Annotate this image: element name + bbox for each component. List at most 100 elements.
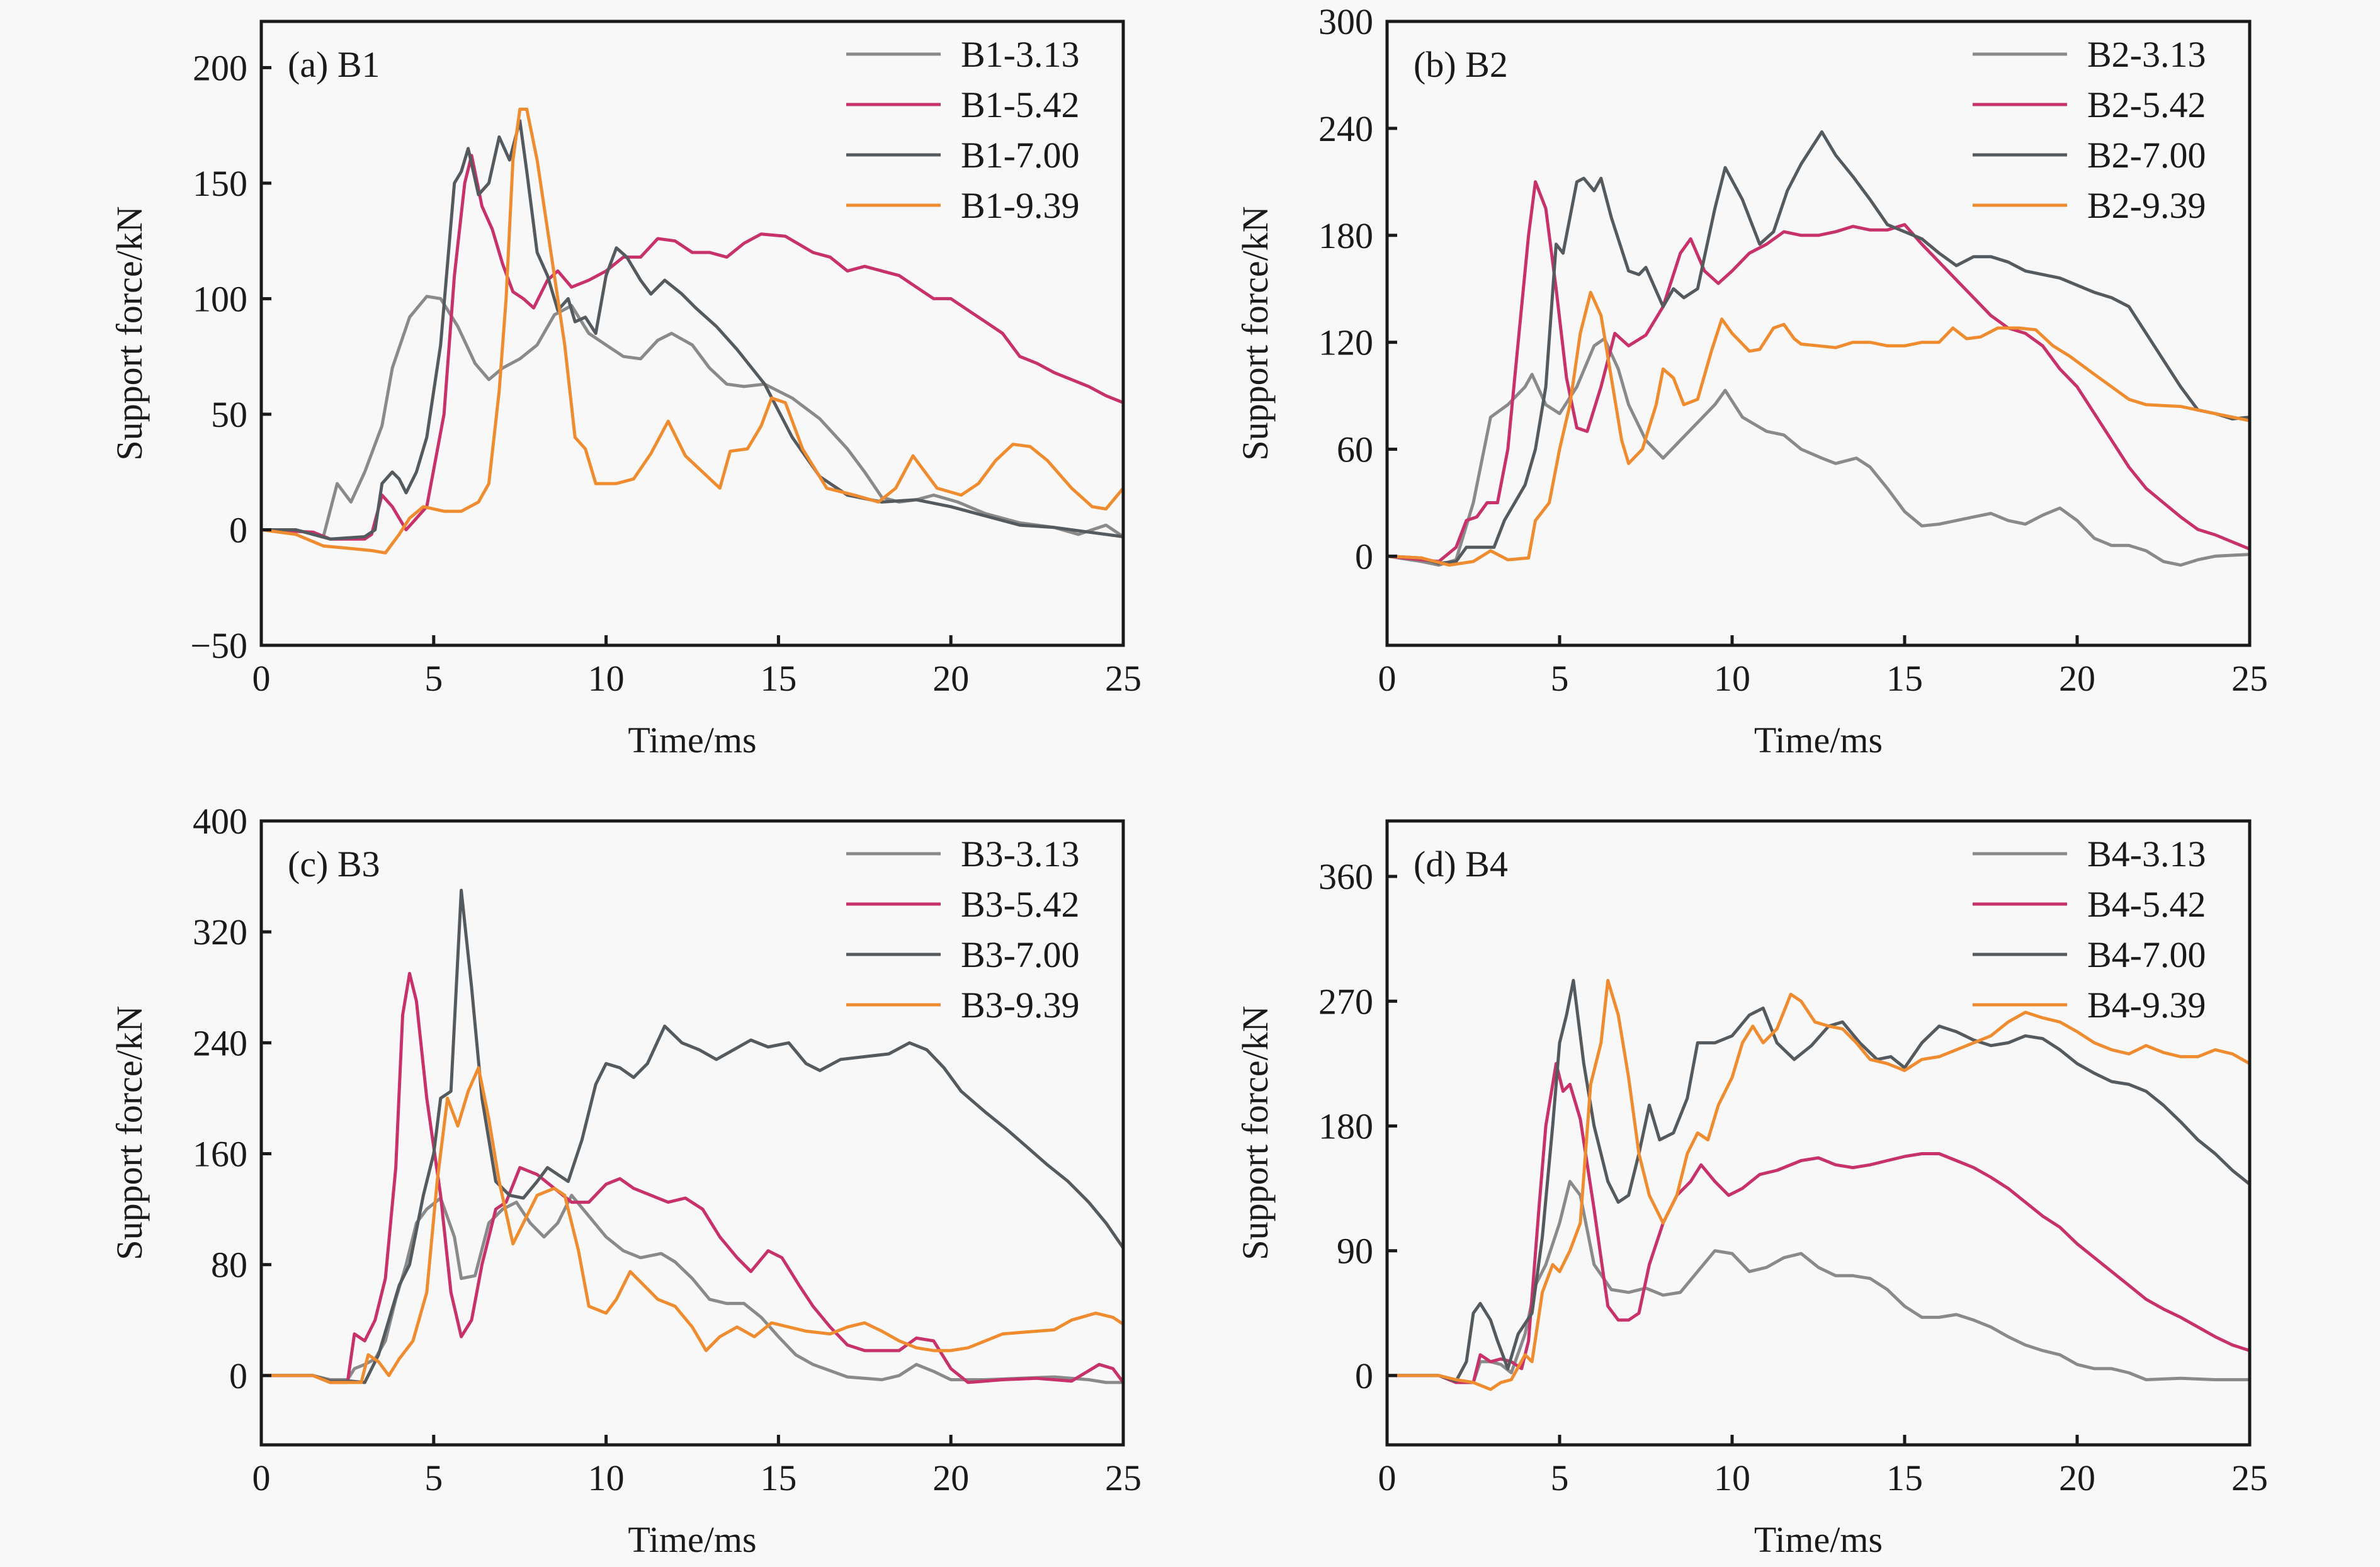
y-tick-label: 0	[1355, 1355, 1373, 1396]
x-axis-title: Time/ms	[628, 1519, 756, 1560]
x-tick-label: 0	[252, 1457, 271, 1498]
y-tick-label: 0	[229, 509, 247, 550]
legend-label: B1-9.39	[961, 185, 1080, 226]
panel-b-b2: 0 5 10 15 20 25 0 60 120 180 240 300 Time/ms Support …	[1235, 1, 2268, 761]
legend-item: B2-3.13	[1973, 34, 2206, 75]
x-tick-label: 15	[1886, 1457, 1923, 1498]
x-tick-label: 5	[1551, 658, 1569, 699]
legend-item: B4-9.39	[1973, 985, 2206, 1026]
legend-label: B3-5.42	[961, 884, 1080, 925]
x-tick-label: 20	[2059, 658, 2095, 699]
series-line-b4-3-13	[1387, 1180, 2250, 1384]
legend-label: B3-3.13	[961, 834, 1080, 874]
series-line-b4-5-42	[1387, 1061, 2250, 1384]
y-tick-label: 200	[193, 47, 247, 88]
legend-item: B1-9.39	[846, 185, 1080, 226]
x-tick-label: 25	[1105, 658, 1142, 699]
x-tick-label: 0	[1378, 1457, 1397, 1498]
legend: B4-3.13 B4-5.42 B4-7.00 B4-9.39	[1973, 834, 2206, 1026]
legend-item: B1-5.42	[846, 84, 1080, 125]
y-tick-label: 0	[229, 1355, 247, 1396]
legend-label: B2-3.13	[2087, 34, 2206, 75]
legend-label: B1-3.13	[961, 34, 1080, 75]
y-tick-label: 100	[193, 278, 247, 319]
series-line-b2-7-00	[1387, 130, 2250, 565]
y-tick-label: 400	[193, 801, 247, 842]
series-line-b3-9-39	[261, 1066, 1123, 1384]
legend-label: B4-5.42	[2087, 884, 2206, 925]
x-axis-title: Time/ms	[628, 720, 756, 761]
series-line-b2-5-42	[1387, 180, 2250, 563]
x-tick-label: 0	[1378, 658, 1397, 699]
y-axis-title: Support force/kN	[1235, 206, 1276, 460]
legend-label: B3-7.00	[961, 934, 1080, 975]
series-line-b1-5-42	[261, 154, 1123, 541]
y-tick-label: 300	[1318, 1, 1373, 42]
legend-item: B4-3.13	[1973, 834, 2206, 874]
legend-label: B3-9.39	[961, 985, 1080, 1026]
legend-label: B1-5.42	[961, 84, 1080, 125]
y-tick-label: 360	[1318, 856, 1373, 897]
plot-frame	[1385, 819, 2252, 1447]
x-axis-title: Time/ms	[1754, 720, 1883, 761]
series-group	[261, 108, 1123, 555]
legend-item: B3-3.13	[846, 834, 1080, 874]
legend-label: B2-7.00	[2087, 135, 2206, 176]
x-tick-label: 10	[1714, 1457, 1750, 1498]
y-tick-label: 240	[193, 1022, 247, 1063]
series-group	[1387, 130, 2250, 567]
plot-frame	[259, 819, 1125, 1447]
x-tick-label: 20	[932, 658, 969, 699]
x-tick-label: 25	[2231, 1457, 2268, 1498]
series-line-b4-9-39	[1387, 978, 2250, 1391]
panel-a-b1: 0 5 10 15 20 25−50050100150200Time/msSupport …	[109, 20, 1142, 761]
panel-label: (d) B4	[1414, 844, 1508, 885]
legend-item: B4-5.42	[1973, 884, 2206, 925]
y-axis-title: Support force/kN	[109, 1005, 150, 1260]
y-tick-label: 80	[211, 1245, 247, 1286]
y-tick-label: 320	[193, 912, 247, 953]
panel-label: (b) B2	[1414, 44, 1508, 85]
y-tick-label: −50	[190, 625, 247, 666]
series-line-b2-3-13	[1387, 337, 2250, 567]
legend-label: B4-3.13	[2087, 834, 2206, 874]
legend-item: B2-7.00	[1973, 135, 2206, 176]
y-tick-label: 180	[1318, 1106, 1373, 1146]
legend-label: B4-9.39	[2087, 985, 2206, 1026]
x-tick-label: 0	[252, 658, 271, 699]
panel-label: (c) B3	[288, 844, 380, 885]
y-tick-label: 160	[193, 1134, 247, 1175]
y-tick-label: 240	[1318, 108, 1373, 149]
series-line-b1-9-39	[261, 108, 1123, 555]
y-tick-label: 60	[1337, 429, 1373, 470]
x-tick-label: 15	[760, 658, 796, 699]
x-tick-label: 10	[588, 658, 625, 699]
legend: B1-3.13 B1-5.42 B1-7.00 B1-9.39	[846, 34, 1080, 226]
series-group	[1387, 978, 2250, 1391]
legend-label: B2-9.39	[2087, 185, 2206, 226]
y-tick-label: 180	[1318, 215, 1373, 256]
y-tick-label: 150	[193, 163, 247, 204]
x-tick-label: 20	[2059, 1457, 2095, 1498]
series-line-b1-3-13	[261, 295, 1123, 538]
series-line-b1-7-00	[261, 119, 1123, 541]
x-tick-label: 15	[1886, 658, 1923, 699]
legend-label: B2-5.42	[2087, 84, 2206, 125]
legend-item: B3-9.39	[846, 985, 1080, 1026]
x-tick-label: 5	[1551, 1457, 1569, 1498]
x-axis-title: Time/ms	[1754, 1519, 1883, 1560]
legend: B2-3.13 B2-5.42 B2-7.00 B2-9.39	[1973, 34, 2206, 226]
plot-frame	[1385, 20, 2252, 647]
x-tick-label: 5	[424, 1457, 443, 1498]
legend-label: B1-7.00	[961, 135, 1080, 176]
plot-frame	[259, 20, 1125, 647]
y-tick-label: 120	[1318, 322, 1373, 363]
legend-item: B4-7.00	[1973, 934, 2206, 975]
panel-c-b3: 0 5 10 15 20 25 0 80 160 240 320 400 Time/ms Support …	[109, 801, 1142, 1560]
y-tick-label: 270	[1318, 981, 1373, 1022]
x-tick-label: 15	[760, 1457, 796, 1498]
x-tick-label: 25	[2231, 658, 2268, 699]
legend: B3-3.13 B3-5.42 B3-7.00 B3-9.39	[846, 834, 1080, 1026]
x-tick-label: 5	[424, 658, 443, 699]
series-line-b4-7-00	[1387, 978, 2250, 1383]
